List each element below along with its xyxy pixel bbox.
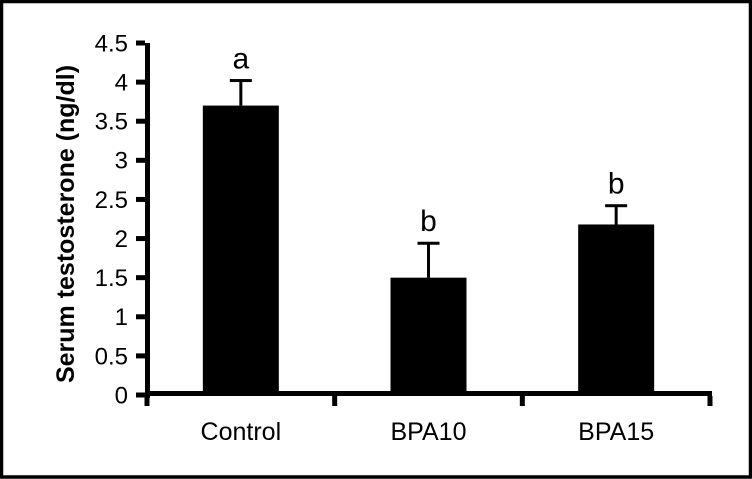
y-axis-title: Serum testosterone (ng/dl) (52, 65, 80, 383)
x-tick-mark-0 (144, 396, 150, 406)
y-axis-line (145, 43, 150, 398)
x-tick-mark-1 (332, 396, 338, 406)
y-tick-mark-0.5 (136, 353, 145, 359)
x-axis-line (145, 391, 712, 396)
y-tick-mark-0 (136, 392, 145, 398)
y-tick-label-1: 1 (115, 304, 128, 331)
y-tick-label-3: 3 (115, 148, 128, 175)
error-bar-whisker-control (239, 80, 243, 106)
y-tick-label-2.5: 2.5 (95, 187, 128, 214)
x-tick-label-control: Control (201, 418, 282, 446)
x-tick-mark-2 (519, 396, 525, 406)
x-tick-label-bpa15: BPA15 (578, 418, 654, 446)
y-tick-label-4.5: 4.5 (95, 30, 128, 57)
y-tick-label-4: 4 (115, 70, 128, 97)
significance-letter-bpa10: b (420, 205, 437, 238)
x-tick-label-bpa10: BPA10 (391, 418, 467, 446)
significance-letter-control: a (232, 43, 249, 76)
y-tick-label-2: 2 (115, 226, 128, 253)
x-tick-mark-3 (707, 396, 713, 406)
y-tick-mark-2 (136, 236, 145, 242)
bar-control (202, 105, 279, 395)
error-bar-cap-bpa10 (417, 241, 440, 245)
error-bar-cap-control (229, 79, 252, 83)
bar-bpa10 (390, 277, 467, 394)
y-tick-mark-4 (136, 79, 145, 85)
y-tick-label-1.5: 1.5 (95, 265, 128, 292)
y-tick-label-3.5: 3.5 (95, 109, 128, 136)
error-bar-cap-bpa15 (605, 204, 628, 208)
y-tick-mark-2.5 (136, 196, 145, 202)
y-tick-mark-4.5 (136, 40, 145, 46)
y-tick-label-0.5: 0.5 (95, 343, 128, 370)
y-tick-label-0: 0 (115, 382, 128, 409)
error-bar-whisker-bpa15 (614, 205, 618, 225)
error-bar-whisker-bpa10 (427, 243, 430, 278)
bar-bpa15 (578, 224, 655, 394)
significance-letter-bpa15: b (608, 168, 625, 201)
y-tick-mark-1 (136, 314, 145, 320)
y-tick-mark-3.5 (136, 118, 145, 124)
y-tick-mark-1.5 (136, 275, 145, 281)
y-tick-mark-3 (136, 157, 145, 163)
